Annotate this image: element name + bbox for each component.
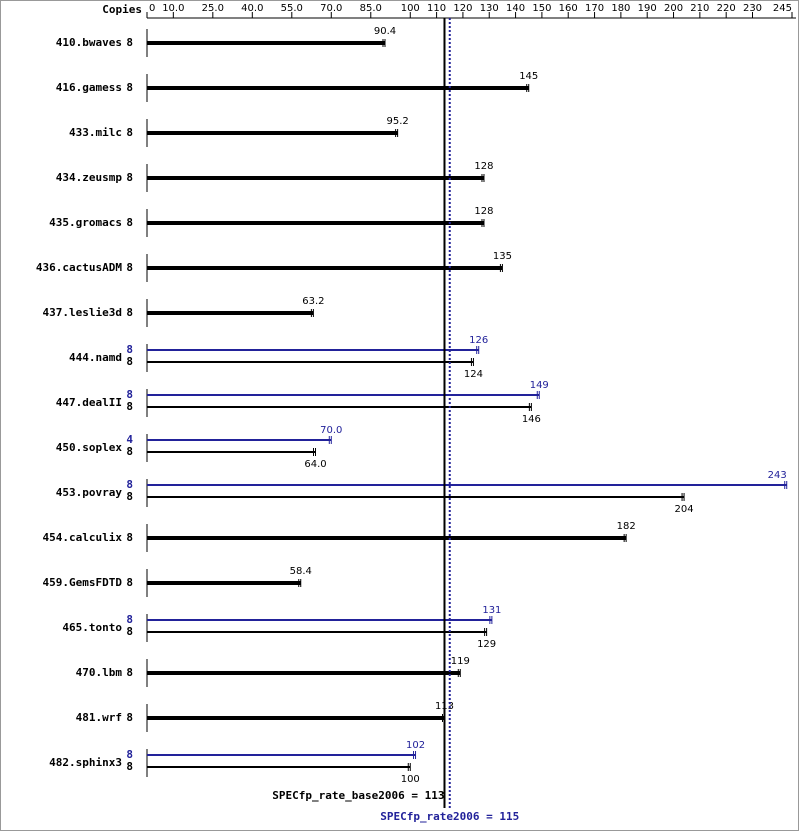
copies: 8 — [126, 748, 133, 761]
x-tick-label: 220 — [717, 3, 736, 14]
x-tick-label: 110 — [427, 3, 446, 14]
value-label: 182 — [617, 521, 636, 532]
value-label: 128 — [474, 206, 493, 217]
value-label: 63.2 — [302, 296, 324, 307]
benchmark-name: 434.zeusmp — [56, 171, 123, 184]
x-tick-label: 170 — [585, 3, 604, 14]
copies: 8 — [126, 478, 133, 491]
x-tick-label: 120 — [453, 3, 472, 14]
benchmark-name: 447.dealII — [56, 396, 122, 409]
x-tick-label: 10.0 — [162, 3, 184, 14]
benchmark-name: 444.namd — [69, 351, 122, 364]
copies: 8 — [126, 400, 133, 413]
copies: 8 — [126, 261, 133, 274]
benchmark-name: 437.leslie3d — [43, 306, 122, 319]
copies-header: Copies — [102, 3, 142, 16]
x-tick-label: 100 — [401, 3, 420, 14]
benchmark-name: 482.sphinx3 — [49, 756, 122, 769]
value-label: 124 — [464, 369, 483, 380]
copies: 8 — [126, 216, 133, 229]
value-label: 64.0 — [304, 459, 326, 470]
copies: 8 — [126, 306, 133, 319]
benchmark-name: 453.povray — [56, 486, 123, 499]
peak-label: SPECfp_rate2006 = 115 — [380, 810, 519, 823]
value-label: 204 — [675, 504, 694, 515]
copies: 8 — [126, 388, 133, 401]
x-tick-label: 160 — [559, 3, 578, 14]
copies: 8 — [126, 531, 133, 544]
copies: 8 — [126, 36, 133, 49]
x-tick-label: 55.0 — [281, 3, 303, 14]
benchmark-name: 410.bwaves — [56, 36, 122, 49]
value-label: 58.4 — [290, 566, 312, 577]
x-tick-label: 70.0 — [320, 3, 342, 14]
benchmark-name: 481.wrf — [76, 711, 122, 724]
value-label: 119 — [451, 656, 470, 667]
x-tick-label: 40.0 — [241, 3, 263, 14]
value-label: 128 — [474, 161, 493, 172]
benchmark-name: 454.calculix — [43, 531, 123, 544]
copies: 8 — [126, 490, 133, 503]
benchmark-name: 433.milc — [69, 126, 122, 139]
copies: 8 — [126, 760, 133, 773]
benchmark-name: 459.GemsFDTD — [43, 576, 123, 589]
copies: 4 — [126, 433, 133, 446]
value-label: 126 — [469, 335, 488, 346]
copies: 8 — [126, 81, 133, 94]
value-label: 102 — [406, 740, 425, 751]
x-tick-label: 200 — [664, 3, 683, 14]
copies: 8 — [126, 355, 133, 368]
value-label: 90.4 — [374, 26, 396, 37]
copies: 8 — [126, 171, 133, 184]
benchmark-name: 470.lbm — [76, 666, 123, 679]
value-label: 243 — [768, 470, 787, 481]
copies: 8 — [126, 343, 133, 356]
value-label: 145 — [519, 71, 538, 82]
copies: 8 — [126, 445, 133, 458]
value-label: 100 — [401, 774, 420, 785]
benchmark-name: 436.cactusADM — [36, 261, 122, 274]
x-tick-label: 180 — [611, 3, 630, 14]
benchmark-name: 435.gromacs — [49, 216, 122, 229]
x-tick-label: 245 — [773, 3, 792, 14]
x-tick-label: 190 — [638, 3, 657, 14]
x-tick-label: 0 — [149, 3, 155, 14]
x-tick-label: 230 — [743, 3, 762, 14]
value-label: 135 — [493, 251, 512, 262]
copies: 8 — [126, 711, 133, 724]
x-tick-label: 25.0 — [202, 3, 224, 14]
benchmark-name: 416.gamess — [56, 81, 122, 94]
x-tick-label: 210 — [690, 3, 709, 14]
value-label: 129 — [477, 639, 496, 650]
x-tick-label: 130 — [480, 3, 499, 14]
value-label: 146 — [522, 414, 541, 425]
value-label: 70.0 — [320, 425, 342, 436]
x-tick-label: 85.0 — [360, 3, 382, 14]
copies: 8 — [126, 666, 133, 679]
benchmark-name: 465.tonto — [62, 621, 122, 634]
value-label: 95.2 — [386, 116, 408, 127]
copies: 8 — [126, 625, 133, 638]
copies: 8 — [126, 613, 133, 626]
base-label: SPECfp_rate_base2006 = 113 — [272, 789, 444, 802]
x-tick-label: 140 — [506, 3, 525, 14]
value-label: 149 — [530, 380, 549, 391]
value-label: 131 — [482, 605, 501, 616]
x-tick-label: 150 — [532, 3, 551, 14]
copies: 8 — [126, 126, 133, 139]
benchmark-name: 450.soplex — [56, 441, 123, 454]
copies: 8 — [126, 576, 133, 589]
